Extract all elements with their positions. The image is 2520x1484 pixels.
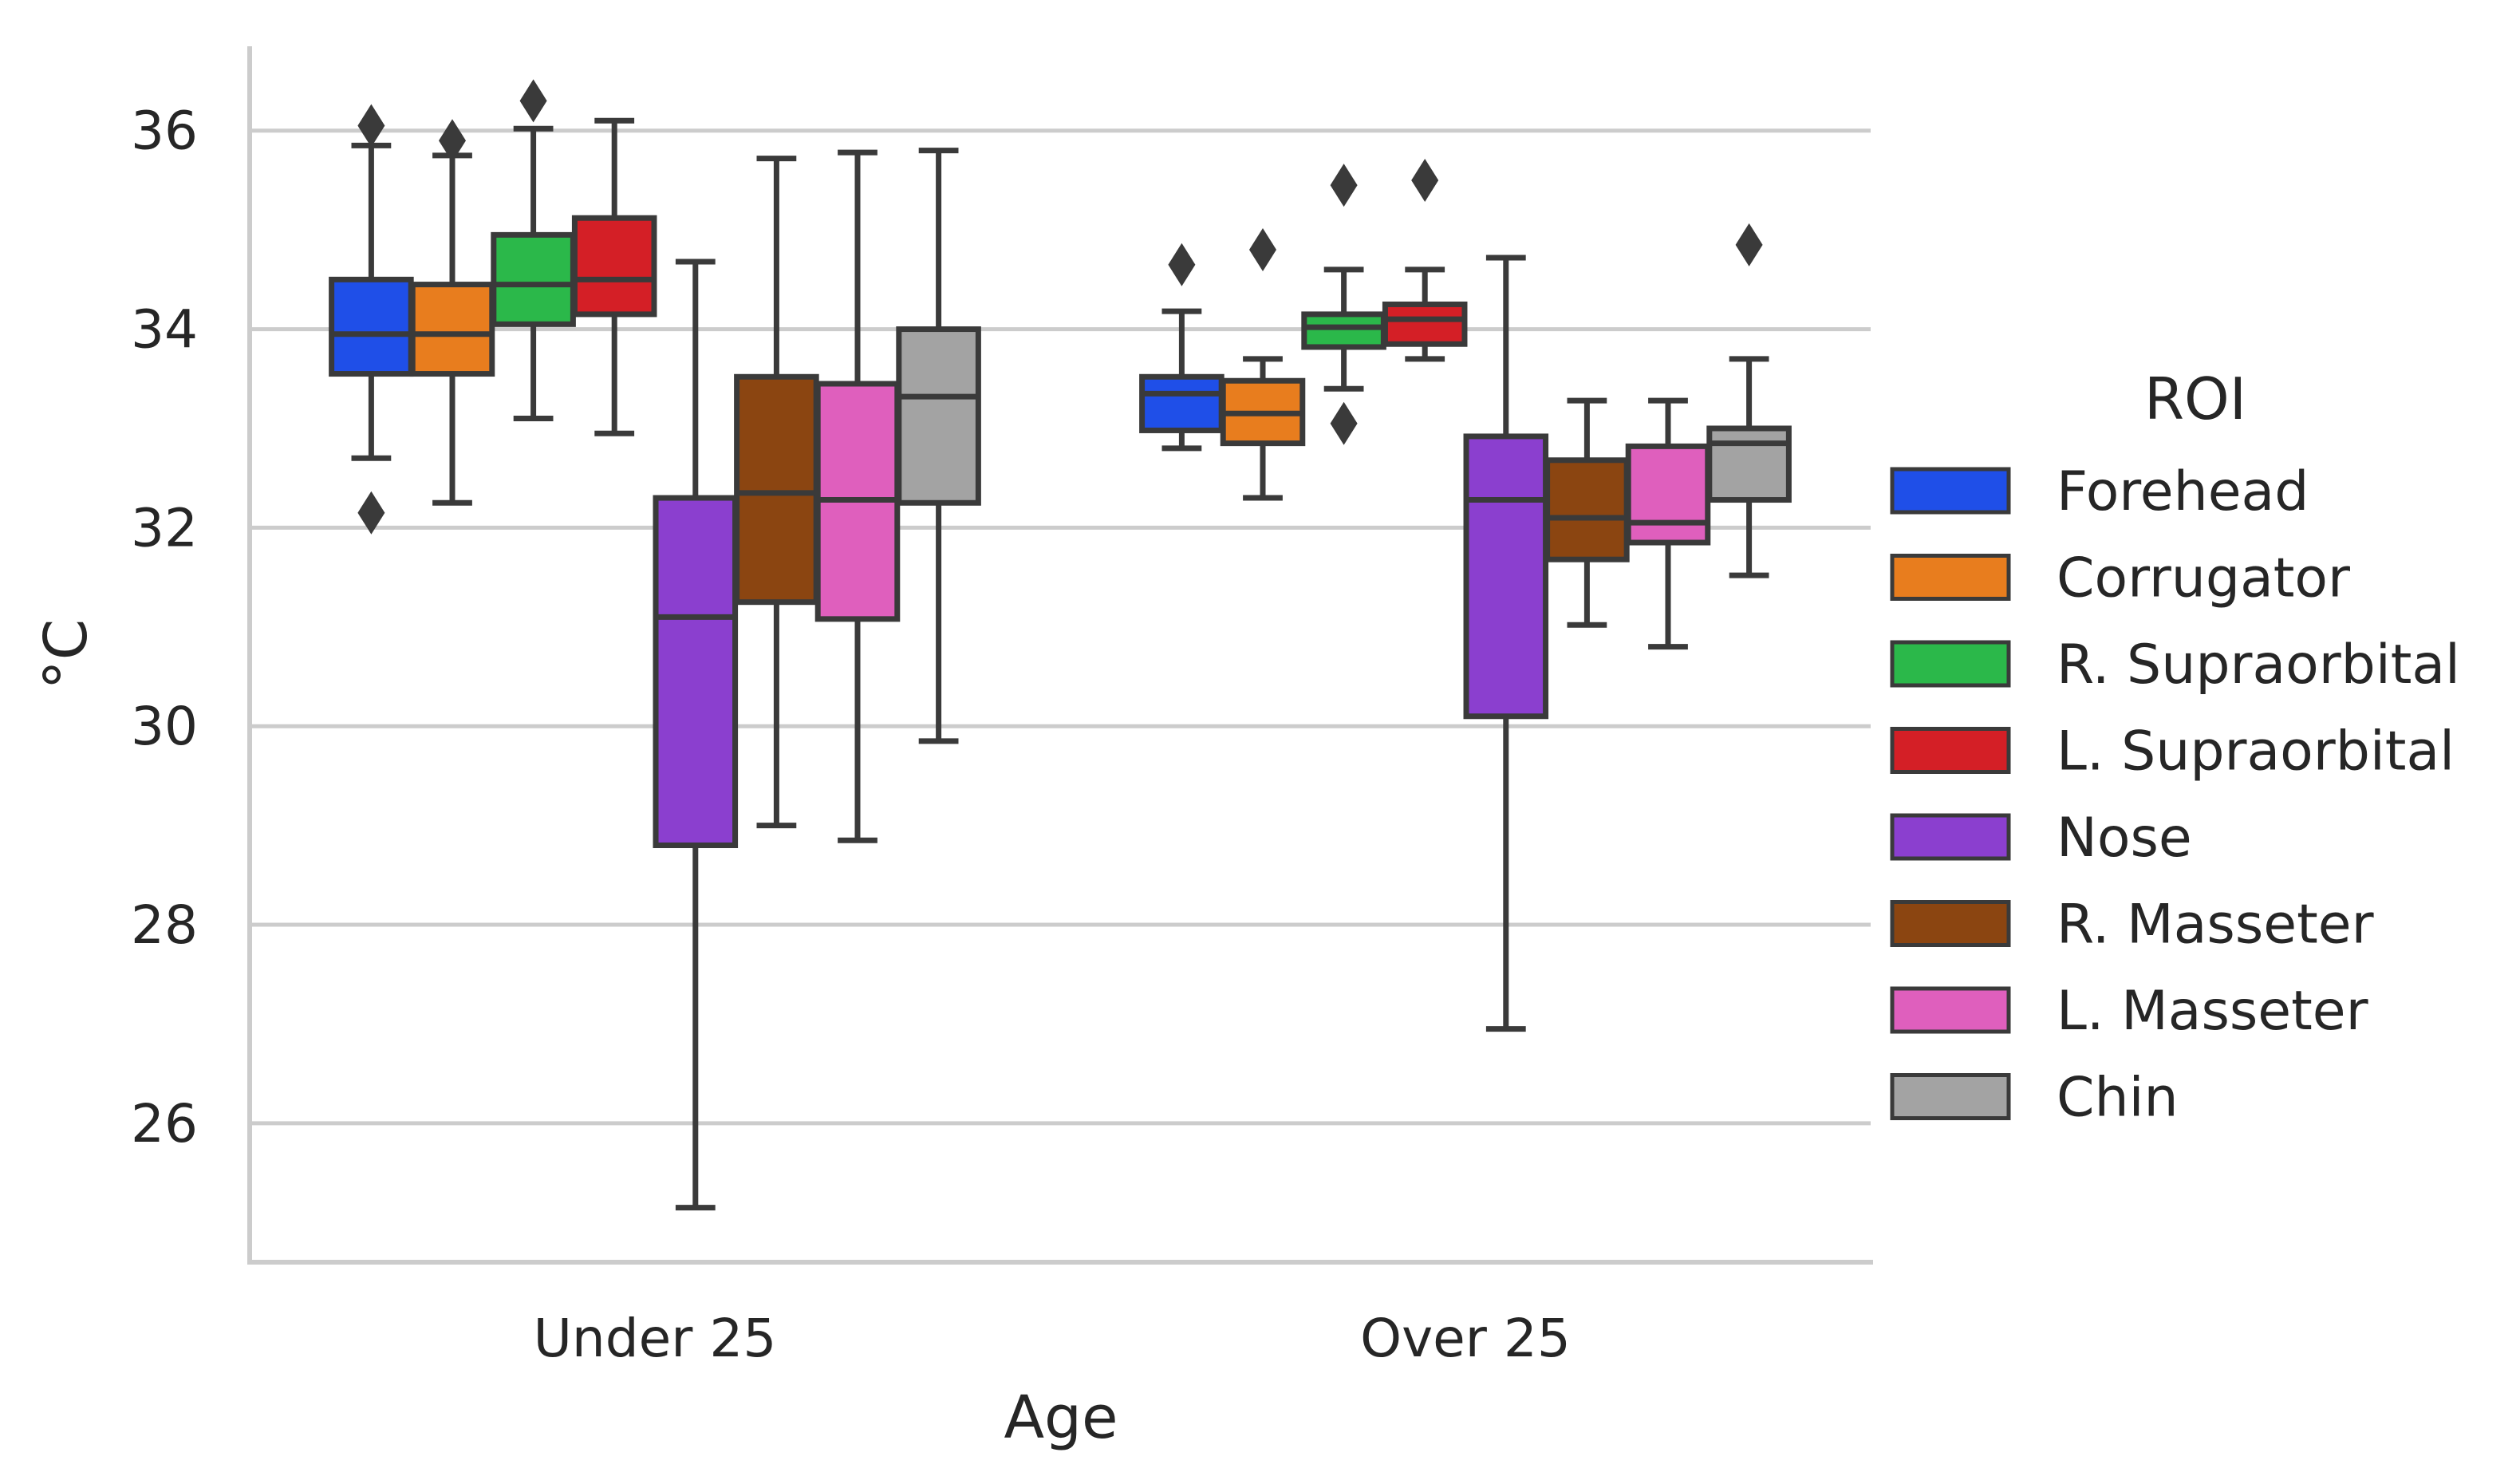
legend-swatch <box>1890 467 2011 515</box>
y-tick-label: 26 <box>131 1093 198 1154</box>
axes <box>247 46 1873 1265</box>
box-iqr <box>1463 433 1549 720</box>
box-iqr <box>1706 425 1792 503</box>
box-2-1 <box>1301 164 1386 445</box>
legend-label: L. Masseter <box>2057 980 2368 1043</box>
box-iqr <box>329 276 414 377</box>
legend-label: L. Supraorbital <box>2057 720 2455 783</box>
outlier-marker <box>519 79 547 123</box>
legend-swatch <box>1890 727 2011 774</box>
legend-swatch <box>1890 640 2011 688</box>
x-tick-label: Under 25 <box>534 1308 777 1369</box>
box-iqr <box>1544 457 1630 562</box>
box-iqr <box>491 231 576 327</box>
y-tick-label: 30 <box>131 696 198 757</box>
box-6-1 <box>1625 397 1711 650</box>
legend-title: ROI <box>2144 365 2246 432</box>
legend: ROI Forehead Corrugator R. Supraorbital L. … <box>1890 365 2460 1130</box>
legend-label: Corrugator <box>2057 547 2350 610</box>
legend-swatch <box>1890 1073 2011 1120</box>
y-tick-label: 34 <box>131 299 198 361</box>
box-groups <box>329 79 1792 1211</box>
box-6-0 <box>814 149 901 843</box>
box-5-1 <box>1544 397 1630 628</box>
box-iqr <box>1139 373 1225 433</box>
box-3-1 <box>1382 158 1468 362</box>
box-2-0 <box>491 79 576 422</box>
box-iqr <box>1625 443 1711 546</box>
outlier-marker <box>1411 158 1439 202</box>
box-0-1 <box>1139 243 1225 452</box>
box-iqr <box>409 282 495 377</box>
box-1-1 <box>1220 228 1306 501</box>
outlier-marker <box>439 119 466 163</box>
outlier-marker <box>357 104 385 148</box>
box-4-0 <box>653 259 739 1211</box>
outlier-marker <box>1735 223 1763 266</box>
box-iqr <box>653 495 739 848</box>
box-iqr <box>571 215 657 318</box>
box-iqr <box>1301 311 1386 350</box>
y-tick-label: 32 <box>131 497 198 558</box>
legend-label: Chin <box>2057 1067 2179 1130</box>
outlier-marker <box>1249 228 1276 272</box>
x-tick-label: Over 25 <box>1360 1308 1571 1369</box>
y-axis-title: °C <box>32 619 101 690</box>
box-1-0 <box>409 119 495 506</box>
x-axis-title: Age <box>1004 1383 1118 1452</box>
box-0-0 <box>329 104 414 535</box>
outlier-marker <box>1168 243 1196 286</box>
outlier-marker <box>1330 401 1358 445</box>
x-tick-labels: Under 25 Over 25 <box>534 1308 1571 1369</box>
legend-swatch <box>1890 554 2011 601</box>
box-iqr <box>896 326 981 506</box>
box-7-1 <box>1706 223 1792 578</box>
legend-swatch <box>1890 986 2011 1034</box>
legend-label: Forehead <box>2057 460 2309 523</box>
y-tick-labels: 26 28 30 32 34 36 <box>131 101 198 1154</box>
legend-label: Nose <box>2057 807 2192 870</box>
outlier-marker <box>1330 164 1358 207</box>
y-tick-label: 36 <box>131 101 198 162</box>
box-3-0 <box>571 117 657 436</box>
legend-label: R. Supraorbital <box>2057 633 2460 697</box>
outlier-marker <box>357 491 385 535</box>
legend-label: R. Masseter <box>2057 894 2374 957</box>
y-tick-label: 28 <box>131 894 198 956</box>
box-iqr <box>1382 301 1468 347</box>
box-4-1 <box>1463 255 1549 1032</box>
legend-swatch <box>1890 900 2011 947</box>
box-iqr <box>734 373 819 606</box>
legend-swatch <box>1890 813 2011 861</box>
box-7-0 <box>896 148 981 744</box>
